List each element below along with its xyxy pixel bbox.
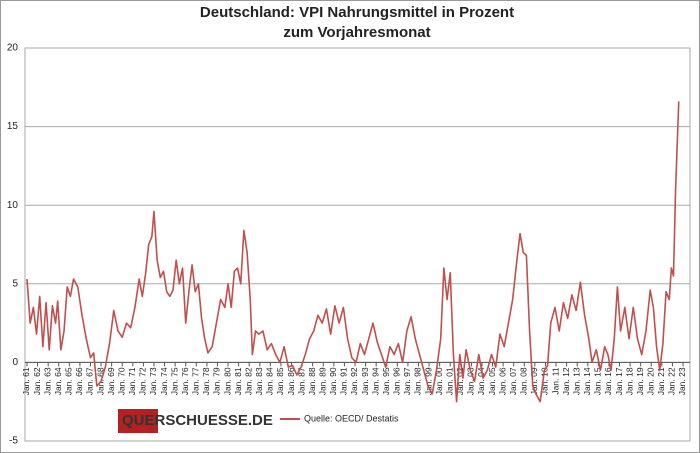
x-tick-label: Jan. 03 [466,367,476,395]
x-tick-label: Jan. 78 [201,367,211,395]
x-tick-label: Jan. 17 [614,367,624,395]
x-tick-label: Jan. 08 [519,367,529,395]
x-tick-label: Jan. 06 [497,367,507,395]
x-tick-label: Jan. 79 [212,367,222,395]
x-tick-label: Jan. 89 [318,367,328,395]
x-tick-label: Jan. 85 [275,367,285,395]
x-tick-label: Jan. 82 [243,367,253,395]
x-tick-label: Jan. 71 [127,367,137,395]
x-tick-label: Jan. 74 [159,367,169,395]
x-tick-label: Jan. 92 [349,367,359,395]
x-tick-label: Jan. 62 [32,367,42,395]
x-tick-label: Jan. 09 [529,367,539,395]
x-tick-label: Jan. 96 [392,367,402,395]
x-tick-label: Jan. 12 [561,367,571,395]
x-tick-label: Jan. 10 [540,367,550,395]
x-tick-label: Jan. 20 [646,367,656,395]
x-tick-label: Jan. 73 [148,367,158,395]
x-tick-label: Jan. 14 [582,367,592,395]
x-tick-label: Jan. 76 [180,367,190,395]
x-tick-label: Jan. 98 [413,367,423,395]
y-tick-label: 10 [7,200,19,211]
x-tick-label: Jan. 04 [476,367,486,395]
x-tick-label: Jan. 19 [635,367,645,395]
x-tick-label: Jan. 94 [370,367,380,395]
x-tick-label: Jan. 93 [360,367,370,395]
x-tick-label: Jan. 80 [222,367,232,395]
y-tick-label: 20 [7,43,19,54]
x-tick-label: Jan. 11 [550,367,560,395]
x-tick-label: Jan. 77 [191,367,201,395]
x-tick-label: Jan. 67 [85,367,95,395]
x-tick-label: Jan. 70 [116,367,126,395]
x-tick-label: Jan. 86 [286,367,296,395]
x-tick-label: Jan. 72 [138,367,148,395]
x-tick-label: Jan. 99 [423,367,433,395]
x-tick-label: Jan. 83 [254,367,264,395]
x-tick-label: Jan. 66 [74,367,84,395]
x-tick-label: Jan. 95 [381,367,391,395]
x-tick-label: Jan. 81 [233,367,243,395]
x-tick-label: Jan. 88 [307,367,317,395]
y-tick-label: -5 [9,436,18,447]
x-tick-label: Jan. 07 [508,367,518,395]
legend-label: Quelle: OECD/ Destatis [304,413,399,423]
x-tick-label: Jan. 63 [42,367,52,395]
x-tick-label: Jan. 00 [434,367,444,395]
x-tick-label: Jan. 16 [603,367,613,395]
x-tick-label: Jan. 97 [402,367,412,395]
x-tick-label: Jan. 22 [667,367,677,395]
x-tick-label: Jan. 64 [53,367,63,395]
x-tick-label: Jan. 87 [296,367,306,395]
x-tick-label: Jan. 18 [624,367,634,395]
x-tick-label: Jan. 21 [656,367,666,395]
x-tick-label: Jan. 05 [487,367,497,395]
x-tick-label: Jan. 90 [328,367,338,395]
chart-title: Deutschland: VPI Nahrungsmittel in Proze… [200,4,514,21]
chart-subtitle: zum Vorjahresmonat [283,24,430,41]
logo: QUERSCHUESSE.DE [122,412,273,429]
x-tick-label: Jan. 69 [106,367,116,395]
x-tick-label: Jan. 15 [593,367,603,395]
x-tick-label: Jan. 65 [64,367,74,395]
x-tick-label: Jan. 23 [677,367,687,395]
x-tick-label: Jan. 02 [455,367,465,395]
x-tick-label: Jan. 61 [21,367,31,395]
logo-box [118,409,158,433]
x-tick-label: Jan. 84 [265,367,275,395]
y-tick-label: 0 [12,357,18,368]
y-tick-label: 15 [7,121,19,132]
x-tick-label: Jan. 13 [571,367,581,395]
line [26,101,680,403]
y-tick-label: 5 [12,278,18,289]
x-tick-label: Jan. 01 [444,367,454,395]
x-tick-label: Jan. 75 [169,367,179,395]
x-tick-label: Jan. 91 [339,367,349,395]
